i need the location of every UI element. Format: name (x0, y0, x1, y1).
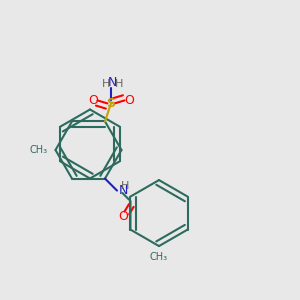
Text: H: H (121, 181, 130, 191)
Text: N: N (108, 76, 117, 89)
Text: CH₃: CH₃ (30, 145, 48, 155)
Text: S: S (106, 97, 116, 110)
Text: CH₃: CH₃ (150, 252, 168, 262)
Text: H: H (115, 79, 124, 89)
Text: O: O (118, 210, 128, 223)
Text: O: O (88, 94, 98, 107)
Text: N: N (118, 184, 128, 197)
Text: H: H (101, 79, 110, 89)
Text: O: O (124, 94, 134, 107)
